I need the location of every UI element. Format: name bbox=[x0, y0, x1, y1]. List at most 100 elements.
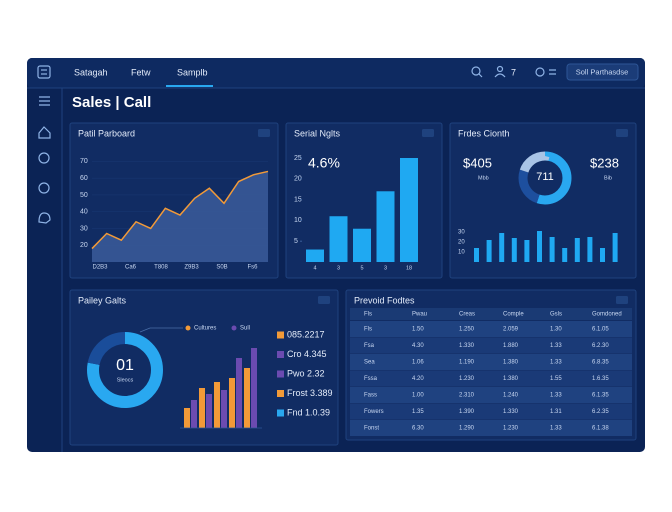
table-cell: 1.33 bbox=[550, 426, 562, 432]
table-cell: 1.880 bbox=[503, 343, 519, 349]
donut-segment bbox=[518, 151, 572, 205]
top-bar bbox=[27, 58, 645, 88]
y-tick-label: 30 bbox=[80, 225, 88, 232]
bar bbox=[221, 390, 227, 428]
search-icon-handle bbox=[478, 73, 483, 78]
table-cell: 1.230 bbox=[459, 376, 475, 382]
table-cell: 6.2.35 bbox=[592, 409, 609, 415]
y-tick-label: 30 bbox=[458, 230, 465, 236]
bar bbox=[199, 388, 205, 428]
action-button[interactable] bbox=[566, 63, 639, 81]
connector bbox=[139, 327, 183, 333]
nav-tab[interactable]: Samplb bbox=[177, 67, 208, 77]
bar bbox=[184, 408, 190, 428]
y-tick-label: 70 bbox=[80, 158, 88, 165]
x-tick-label: D2B3 bbox=[92, 265, 108, 271]
table-cell: 1.50 bbox=[412, 327, 424, 333]
table-cell: 1.380 bbox=[503, 360, 519, 366]
card-menu-button[interactable] bbox=[258, 129, 270, 137]
card-menu-button[interactable] bbox=[616, 129, 628, 137]
kpi-sub: Mbb bbox=[478, 175, 489, 181]
table-cell: 2.310 bbox=[459, 393, 475, 399]
x-tick-label: T808 bbox=[154, 265, 168, 271]
nav-tab[interactable]: Satagah bbox=[74, 67, 108, 77]
page-title: Sales | Call bbox=[72, 94, 151, 111]
column-header: Pwau bbox=[412, 312, 427, 318]
y-tick-label: 50 bbox=[80, 192, 88, 199]
table-cell: Fass bbox=[364, 393, 377, 399]
bar bbox=[191, 400, 197, 428]
list-item: 085.2217 bbox=[287, 329, 325, 339]
table-cell: 4.30 bbox=[412, 343, 424, 349]
table-cell: 1.330 bbox=[503, 409, 519, 415]
donut-center: 711 bbox=[536, 171, 554, 183]
table-row bbox=[350, 370, 632, 387]
x-tick-label: 18 bbox=[406, 265, 412, 271]
table-cell: 1.250 bbox=[459, 327, 475, 333]
kpi: $238 bbox=[590, 155, 619, 170]
clock-icon[interactable] bbox=[38, 182, 50, 194]
card-menu-button[interactable] bbox=[616, 296, 628, 304]
notification-badge: 7 bbox=[511, 67, 516, 77]
table-cell: 6.2.30 bbox=[592, 343, 609, 349]
switch-icon[interactable] bbox=[549, 69, 556, 75]
bar bbox=[486, 240, 492, 262]
kpi: 4.6% bbox=[308, 155, 340, 171]
donut-sub: Sleocs bbox=[117, 377, 134, 383]
bar bbox=[214, 382, 220, 428]
table-cell: 6.1.38 bbox=[592, 426, 609, 432]
list-swatch bbox=[277, 409, 284, 417]
table-row bbox=[350, 321, 632, 337]
home-icon[interactable] bbox=[38, 126, 51, 139]
menu-icon[interactable] bbox=[39, 96, 50, 106]
bar bbox=[244, 368, 250, 428]
table-row bbox=[350, 354, 632, 370]
action-button-label[interactable]: Soll Parthasdse bbox=[576, 67, 629, 76]
bar bbox=[549, 237, 555, 262]
table-cell: 1.380 bbox=[503, 376, 519, 382]
chat-icon[interactable] bbox=[38, 212, 51, 224]
app-icon[interactable] bbox=[37, 65, 51, 79]
line bbox=[91, 170, 269, 250]
table-cell: 1.240 bbox=[503, 393, 519, 399]
list-item: Cro 4.345 bbox=[287, 349, 327, 359]
y-tick-label: 10 bbox=[458, 250, 465, 256]
table-row bbox=[350, 387, 632, 403]
globe-icon[interactable] bbox=[38, 152, 50, 164]
table-cell: Fssa bbox=[364, 376, 378, 382]
table-cell: 1.290 bbox=[459, 426, 475, 432]
card-title: Frdes Cionth bbox=[458, 128, 510, 138]
x-tick-label: 4 bbox=[313, 265, 316, 271]
table-cell: 1.6.35 bbox=[592, 376, 609, 382]
search-icon[interactable] bbox=[471, 66, 481, 76]
list-item: Fnd 1.0.39 bbox=[287, 407, 330, 417]
table-cell: 1.33 bbox=[550, 360, 562, 366]
table-cell: 1.190 bbox=[459, 360, 475, 366]
table-cell: 1.30 bbox=[550, 327, 562, 333]
table-cell: 1.31 bbox=[550, 409, 562, 415]
bar bbox=[562, 248, 568, 262]
bar bbox=[499, 233, 505, 262]
table-row bbox=[350, 337, 632, 354]
table-cell: Fowers bbox=[364, 409, 384, 415]
column-header: Creas bbox=[459, 312, 475, 318]
card-menu-button[interactable] bbox=[318, 296, 330, 304]
settings-icon[interactable] bbox=[535, 67, 545, 77]
bar bbox=[587, 237, 593, 262]
bar bbox=[612, 233, 618, 262]
y-tick-label: 25 bbox=[294, 155, 302, 162]
table-cell: Fonst bbox=[364, 426, 379, 432]
table-header-row bbox=[350, 308, 632, 320]
area bbox=[92, 171, 268, 262]
card-title: Prevoid Fodtes bbox=[354, 295, 415, 305]
card-menu-button[interactable] bbox=[422, 129, 434, 137]
donut-segment bbox=[518, 151, 572, 205]
legend-label: Cultures bbox=[194, 326, 216, 332]
nav-tab[interactable]: Fetw bbox=[131, 67, 151, 77]
x-tick-label: 5 bbox=[360, 265, 363, 271]
user-icon[interactable] bbox=[496, 65, 504, 73]
y-tick-label: 60 bbox=[80, 175, 88, 182]
y-tick-label: 5 bbox=[294, 238, 298, 245]
table-cell: 6.1.05 bbox=[592, 327, 609, 333]
